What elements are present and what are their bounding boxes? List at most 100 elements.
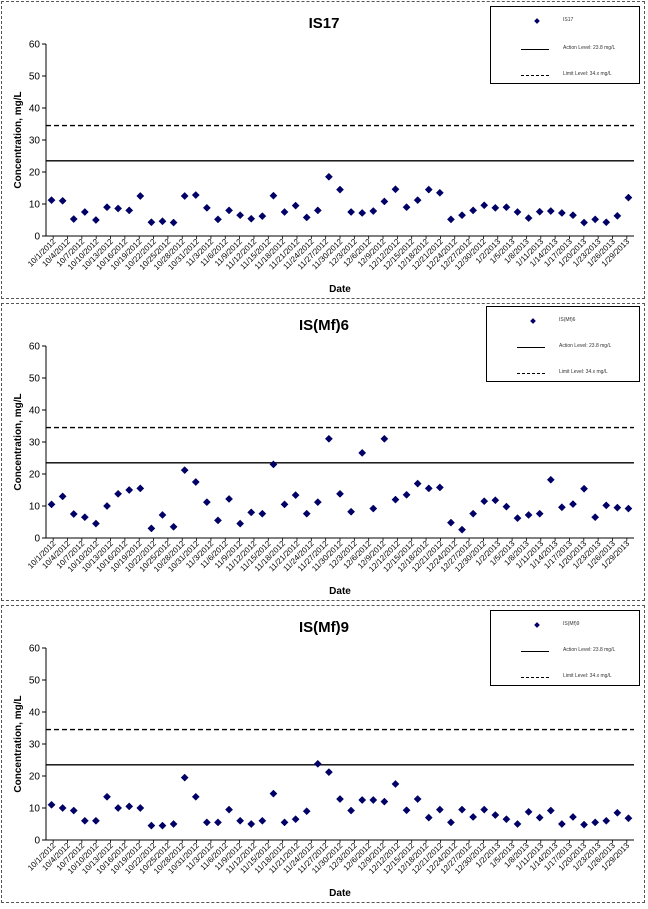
- data-point: [225, 805, 234, 814]
- data-point: [269, 191, 278, 200]
- legend-solid-line-icon: [517, 347, 545, 348]
- data-point: [347, 507, 356, 516]
- data-point: [47, 196, 56, 205]
- chart-legend: IS17 Action Level: 23.8 mg/L Limit Level…: [490, 6, 640, 84]
- data-point: [280, 208, 289, 216]
- data-point: [280, 818, 289, 827]
- data-point: [369, 796, 378, 804]
- data-point: [247, 214, 256, 223]
- data-point: [424, 185, 433, 194]
- data-point: [80, 816, 89, 825]
- data-point: [358, 796, 367, 804]
- y-axis-label: Concentration, mg/L: [13, 393, 24, 490]
- data-point: [236, 816, 245, 825]
- data-point: [236, 211, 245, 220]
- legend-marker-icon: [534, 622, 540, 628]
- data-point: [324, 768, 333, 777]
- x-axis-label: Date: [329, 888, 351, 899]
- data-point: [569, 500, 577, 509]
- chart-title: IS17: [309, 15, 340, 32]
- data-point: [391, 495, 400, 504]
- data-point: [114, 204, 123, 213]
- data-point: [202, 498, 211, 507]
- data-point: [214, 818, 222, 827]
- y-tick-label: 50: [29, 374, 41, 385]
- data-point: [103, 502, 111, 510]
- data-point: [180, 773, 189, 782]
- y-tick-label: 20: [29, 470, 41, 481]
- data-point: [502, 203, 511, 212]
- data-point: [180, 466, 189, 475]
- data-point: [446, 518, 455, 527]
- data-point: [258, 509, 267, 518]
- data-point: [413, 795, 422, 803]
- data-point: [269, 460, 278, 469]
- y-tick-label: 10: [29, 502, 41, 513]
- chart-title: IS(Mf)6: [299, 317, 349, 334]
- data-point: [513, 514, 522, 523]
- y-tick-label: 30: [29, 740, 41, 751]
- x-axis-label: Date: [329, 586, 351, 597]
- data-point: [446, 215, 455, 224]
- data-point: [602, 816, 611, 825]
- data-point: [324, 434, 333, 443]
- legend-marker-icon: [534, 18, 540, 24]
- data-point: [247, 820, 256, 828]
- data-point: [58, 804, 67, 812]
- chart-panel-ismf6: IS(Mf)6 Concentration, mg/L 0 10 20 30 40 50 60 1…: [1, 303, 645, 601]
- data-point: [69, 215, 78, 223]
- data-point: [380, 197, 389, 206]
- data-point: [313, 206, 322, 215]
- y-tick-label: 40: [29, 104, 41, 115]
- data-point: [258, 816, 267, 825]
- data-point: [358, 209, 367, 217]
- data-point: [602, 501, 611, 510]
- data-point: [302, 213, 311, 222]
- y-tick-label: 60: [29, 644, 41, 655]
- data-point: [69, 510, 78, 518]
- data-point: [535, 207, 544, 216]
- legend-dashed-line-icon: [521, 75, 549, 76]
- data-point: [480, 497, 489, 506]
- data-point: [258, 212, 267, 221]
- legend-solid-line-icon: [521, 49, 549, 50]
- data-point: [147, 821, 156, 830]
- data-point: [391, 185, 400, 194]
- data-point: [69, 806, 78, 815]
- data-point: [424, 484, 433, 493]
- data-point: [191, 191, 200, 199]
- data-point: [247, 508, 256, 517]
- y-tick-label: 0: [34, 836, 40, 847]
- data-point: [491, 203, 500, 212]
- y-tick-label: 0: [34, 232, 40, 243]
- y-tick-label: 40: [29, 708, 41, 719]
- y-tick-label: 50: [29, 676, 41, 687]
- data-point: [80, 208, 89, 216]
- data-point: [458, 805, 466, 814]
- data-point: [546, 806, 555, 815]
- data-point: [513, 208, 522, 216]
- data-point: [624, 504, 633, 513]
- data-point: [424, 813, 433, 822]
- data-point: [91, 816, 100, 825]
- data-point: [458, 525, 466, 534]
- data-point: [125, 802, 134, 811]
- y-tick-label: 30: [29, 438, 41, 449]
- y-tick-label: 10: [29, 200, 41, 211]
- data-point: [546, 475, 555, 484]
- data-point: [569, 211, 577, 220]
- data-point: [202, 818, 211, 827]
- data-point: [580, 218, 589, 227]
- data-point: [358, 448, 367, 457]
- data-point: [269, 789, 278, 798]
- data-point: [313, 759, 322, 768]
- data-point: [580, 484, 589, 493]
- data-point: [535, 509, 544, 518]
- data-point: [413, 196, 422, 205]
- legend-limit-level-label: Limit Level: 34.x mg/L: [559, 369, 608, 375]
- data-point: [91, 216, 100, 224]
- legend-limit-level-label: Limit Level: 34.x mg/L: [563, 71, 612, 77]
- data-point: [380, 434, 389, 443]
- data-point: [169, 522, 178, 531]
- chart-panel-is17: IS17 Concentration, mg/L 0 10 20 30 40 50 60 10/1…: [1, 1, 645, 299]
